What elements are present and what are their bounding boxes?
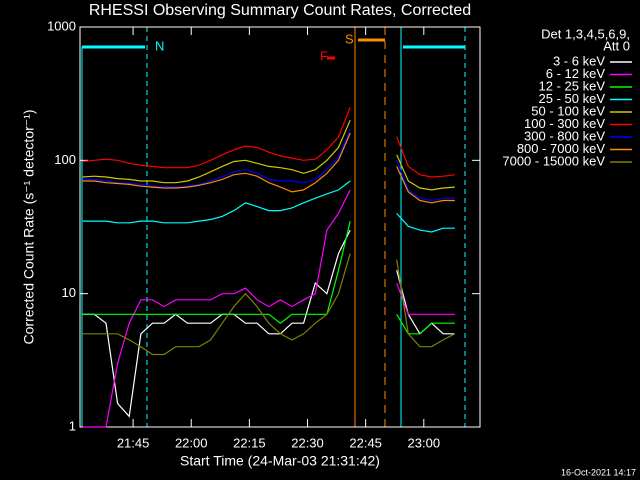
annotation: S <box>345 31 354 46</box>
y-tick-label: 100 <box>54 152 76 167</box>
legend-label: 3 - 6 keV <box>553 53 605 68</box>
legend-title: Det 1,3,4,5,6,9, <box>541 26 630 41</box>
x-tick-label: 22:00 <box>175 435 208 450</box>
x-tick-label: 23:00 <box>408 435 441 450</box>
y-tick-label: 1 <box>69 418 76 433</box>
legend-label: 6 - 12 keV <box>546 66 606 81</box>
legend-label: 800 - 7000 keV <box>517 141 606 156</box>
annotation: N <box>155 38 164 53</box>
x-tick-label: 22:45 <box>349 435 382 450</box>
legend-title: Att 0 <box>603 38 630 53</box>
x-tick-label: 22:15 <box>233 435 266 450</box>
series-line <box>82 119 455 191</box>
footer: 16-Oct-2021 14:17 <box>561 467 636 477</box>
y-tick-label: 1000 <box>47 18 76 33</box>
series-line <box>82 107 455 178</box>
chart-title: RHESSI Observing Summary Count Rates, Co… <box>89 2 471 19</box>
y-axis-label: Corrected Count Rate (s⁻¹ detector⁻¹) <box>21 110 37 345</box>
legend-label: 7000 - 15000 keV <box>502 153 605 168</box>
time-markers <box>81 27 466 427</box>
x-axis-label: Start Time (24-Mar-03 21:31:42) <box>180 453 380 469</box>
series-line <box>82 253 456 356</box>
legend-label: 100 - 300 keV <box>524 116 605 131</box>
legend-label: 12 - 25 keV <box>539 78 606 93</box>
legend-label: 25 - 50 keV <box>539 91 606 106</box>
series-line <box>82 220 455 335</box>
legend-label: 50 - 100 keV <box>531 103 605 118</box>
x-tick-label: 22:30 <box>291 435 324 450</box>
series-line <box>82 180 455 233</box>
y-tick-label: 10 <box>62 285 76 300</box>
plot-frame <box>79 26 481 428</box>
legend-label: 300 - 800 keV <box>524 128 605 143</box>
series-line <box>82 129 455 202</box>
x-tick-label: 21:45 <box>117 435 150 450</box>
annotation: F <box>320 48 328 63</box>
series-line <box>82 132 455 204</box>
series-line <box>82 189 455 428</box>
